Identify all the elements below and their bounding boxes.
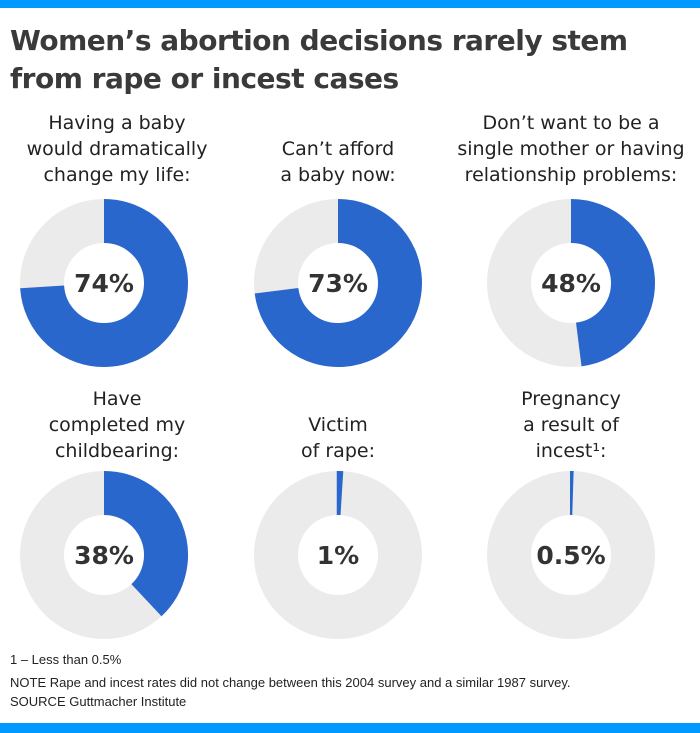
- label-line: Can’t afford: [281, 138, 395, 160]
- donut: 38%: [20, 471, 188, 639]
- donut-category-label: Victim of rape:: [221, 412, 455, 464]
- donut-value-label: 0.5%: [536, 541, 605, 570]
- label-line: a result of: [523, 414, 619, 436]
- donut-value-label: 48%: [541, 269, 601, 298]
- label-line: a baby now:: [280, 164, 396, 186]
- label-line: childbearing:: [54, 440, 180, 462]
- donut-category-label: Don’t want to be a single mother or havin…: [454, 110, 688, 188]
- donut-segment: [570, 199, 655, 367]
- label-line: Victim: [308, 414, 368, 436]
- label-line: of rape:: [301, 440, 375, 462]
- donut-category-label: Pregnancy a result of incest¹:: [454, 386, 688, 464]
- source: SOURCE Guttmacher Institute: [10, 694, 187, 709]
- donut-value-label: 74%: [74, 269, 134, 298]
- donut-value-label: 73%: [308, 269, 368, 298]
- label-line: relationship problems:: [464, 164, 678, 186]
- footnote: 1 – Less than 0.5%: [10, 652, 122, 667]
- label-line: Don’t want to be a: [482, 112, 660, 134]
- bottom-accent-bar: [0, 723, 700, 733]
- label-line: incest¹:: [535, 440, 607, 462]
- donut-value-label: 1%: [317, 541, 359, 570]
- label-line: Having a baby: [48, 112, 186, 134]
- label-line: change my life:: [43, 164, 191, 186]
- title-line: Women’s abortion decisions rarely stem: [10, 24, 628, 57]
- donut-category-label: Have completed my childbearing:: [0, 386, 234, 464]
- label-line: would dramatically: [26, 138, 208, 160]
- donut: 74%: [20, 199, 188, 367]
- donut: 73%: [254, 199, 422, 367]
- donut-category-label: Can’t afford a baby now:: [221, 136, 455, 188]
- label-line: Have: [92, 388, 142, 410]
- donut-segment: [20, 199, 188, 367]
- chart-title: Women’s abortion decisions rarely stem f…: [10, 22, 690, 98]
- label-line: Pregnancy: [521, 388, 621, 410]
- donut-category-label: Having a baby would dramatically change my…: [0, 110, 234, 188]
- label-line: completed my: [48, 414, 186, 436]
- top-accent-bar: [0, 0, 700, 8]
- donut: 0.5%: [487, 471, 655, 639]
- donut-value-label: 38%: [74, 541, 134, 570]
- donut: 48%: [487, 199, 655, 367]
- label-line: single mother or having: [457, 138, 685, 160]
- donut: 1%: [254, 470, 422, 639]
- note: NOTE Rape and incest rates did not chang…: [10, 675, 571, 690]
- title-line: from rape or incest cases: [10, 62, 399, 95]
- donut-segment: [102, 471, 188, 617]
- donut-segment: [254, 199, 422, 367]
